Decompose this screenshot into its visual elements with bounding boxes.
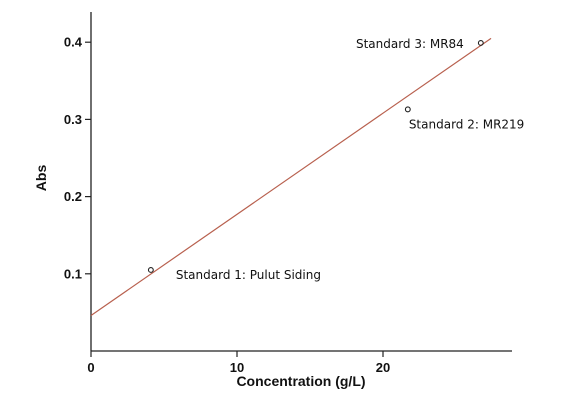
x-axis-title: Concentration (g/L) xyxy=(236,373,365,389)
data-point xyxy=(404,106,411,113)
x-tick-label: 20 xyxy=(376,360,390,375)
trendline xyxy=(90,37,492,316)
x-tick-label: 10 xyxy=(230,360,244,375)
y-tick-label: 0.1 xyxy=(64,266,82,281)
x-tick-label: 0 xyxy=(87,360,94,375)
y-tick-label: 0.2 xyxy=(64,189,82,204)
data-point xyxy=(477,40,484,46)
y-tick-label: 0.4 xyxy=(64,35,83,50)
point-annotations: Standard 1: Pulut Siding Standard 2: MR21… xyxy=(176,37,524,282)
axes xyxy=(90,12,512,352)
y-tick-label: 0.3 xyxy=(64,112,82,127)
point-label: Standard 3: MR84 xyxy=(356,37,464,51)
data-point xyxy=(147,266,154,273)
point-label: Standard 2: MR219 xyxy=(409,117,525,131)
point-label: Standard 1: Pulut Siding xyxy=(176,268,321,282)
data-points xyxy=(147,40,484,273)
ticks: 0.1 0.2 0.3 0.4 0 10 20 xyxy=(64,35,390,375)
y-axis-title: Abs xyxy=(33,165,49,192)
